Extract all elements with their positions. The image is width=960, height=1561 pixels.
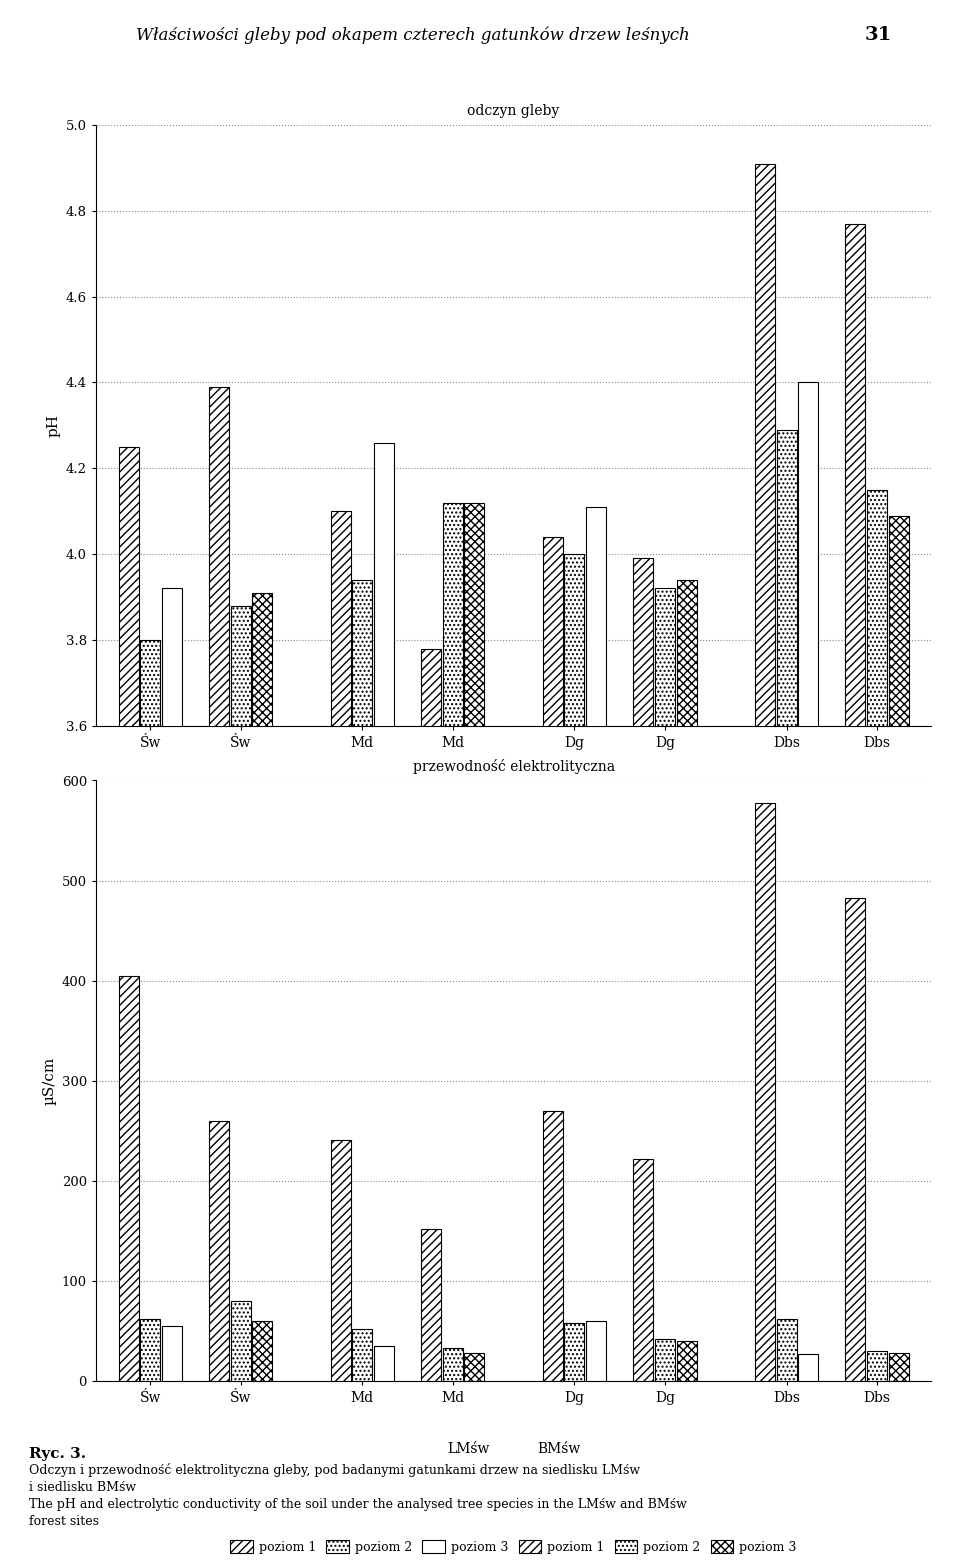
Bar [867, 490, 887, 1561]
Bar [777, 429, 797, 1561]
Bar [564, 1324, 585, 1381]
Text: Odczyn i przewodność elektrolityczna gleby, pod badanymi gatunkami drzew na sied: Odczyn i przewodność elektrolityczna gle… [29, 1463, 686, 1528]
Bar [634, 559, 653, 1561]
Bar [755, 164, 775, 1561]
Bar [374, 1347, 394, 1381]
Text: 31: 31 [865, 27, 892, 44]
Bar [655, 588, 675, 1561]
Bar [655, 1339, 675, 1381]
Bar [634, 1160, 653, 1381]
Y-axis label: µS/cm: µS/cm [42, 1057, 57, 1105]
Bar [846, 223, 865, 1561]
Bar [252, 1321, 273, 1381]
Title: odczyn gleby: odczyn gleby [468, 105, 560, 119]
Bar [162, 588, 181, 1561]
Text: LMśw: LMśw [447, 1442, 490, 1455]
Bar [889, 1353, 908, 1381]
Bar [352, 579, 372, 1561]
Bar [587, 507, 606, 1561]
Bar [465, 503, 485, 1561]
Bar [252, 593, 273, 1561]
Bar [889, 515, 908, 1561]
Text: Właściwości gleby pod okapem czterech gatunków drzew leśnych: Właściwości gleby pod okapem czterech ga… [136, 27, 689, 44]
Bar [119, 976, 138, 1381]
Title: przewodność elektrolityczna: przewodność elektrolityczna [413, 759, 614, 774]
Bar [374, 442, 394, 1561]
Y-axis label: pH: pH [46, 414, 60, 437]
Bar [162, 1327, 181, 1381]
Bar [465, 1353, 485, 1381]
Bar [209, 1121, 228, 1381]
Bar [867, 1352, 887, 1381]
Bar [777, 1319, 797, 1381]
Legend: poziom 1, poziom 2, poziom 3, poziom 1, poziom 2, poziom 3: poziom 1, poziom 2, poziom 3, poziom 1, … [226, 1534, 802, 1558]
Bar [677, 579, 697, 1561]
Bar [140, 1319, 160, 1381]
Bar [799, 382, 818, 1561]
Bar [846, 898, 865, 1381]
Bar [564, 554, 585, 1561]
Bar [421, 1229, 441, 1381]
Bar [330, 1140, 350, 1381]
Bar [352, 1330, 372, 1381]
Bar [230, 606, 251, 1561]
Bar [542, 1111, 563, 1381]
Bar [421, 649, 441, 1561]
Bar [330, 512, 350, 1561]
Bar [209, 387, 228, 1561]
Bar [677, 1341, 697, 1381]
Bar [755, 802, 775, 1381]
Bar [542, 537, 563, 1561]
Text: LMśw: LMśw [447, 787, 490, 799]
Bar [587, 1321, 606, 1381]
Bar [799, 1355, 818, 1381]
Bar [119, 446, 138, 1561]
Text: BMśw: BMśw [538, 787, 581, 799]
Text: BMśw: BMśw [538, 1442, 581, 1455]
Bar [443, 1349, 463, 1381]
Bar [443, 503, 463, 1561]
Text: Ryc. 3.: Ryc. 3. [29, 1447, 86, 1461]
Bar [230, 1302, 251, 1381]
Bar [140, 640, 160, 1561]
